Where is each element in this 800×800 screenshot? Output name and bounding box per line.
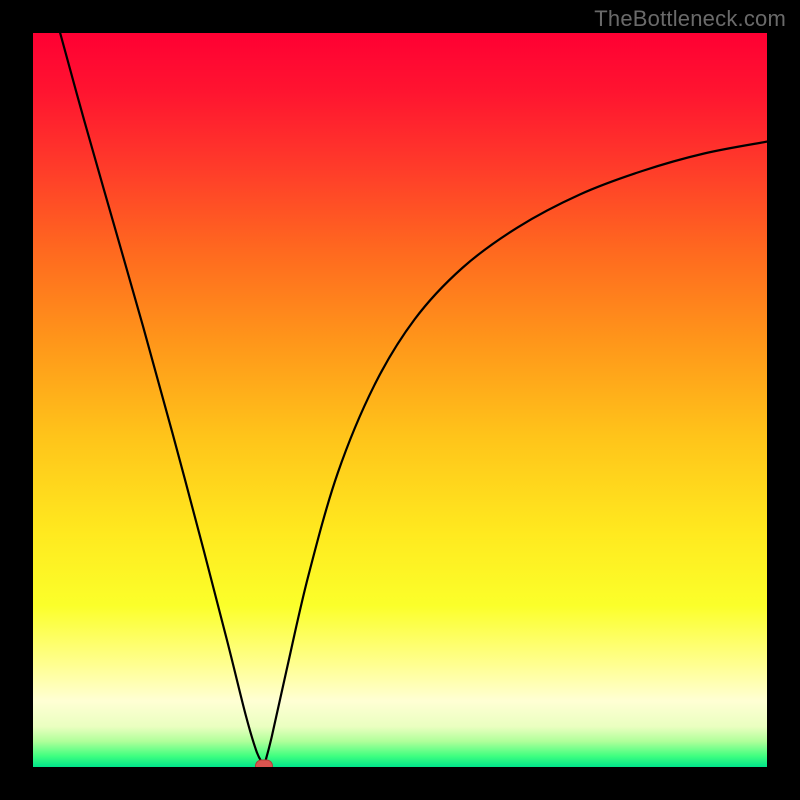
plot-frame bbox=[33, 33, 767, 767]
curve-left-branch bbox=[60, 33, 264, 766]
watermark-text: TheBottleneck.com bbox=[594, 6, 786, 32]
gradient-background bbox=[33, 33, 767, 767]
curve-right-branch bbox=[264, 142, 767, 766]
plot-area bbox=[33, 33, 767, 767]
minimum-marker bbox=[255, 759, 273, 767]
chart-svg bbox=[33, 33, 767, 767]
